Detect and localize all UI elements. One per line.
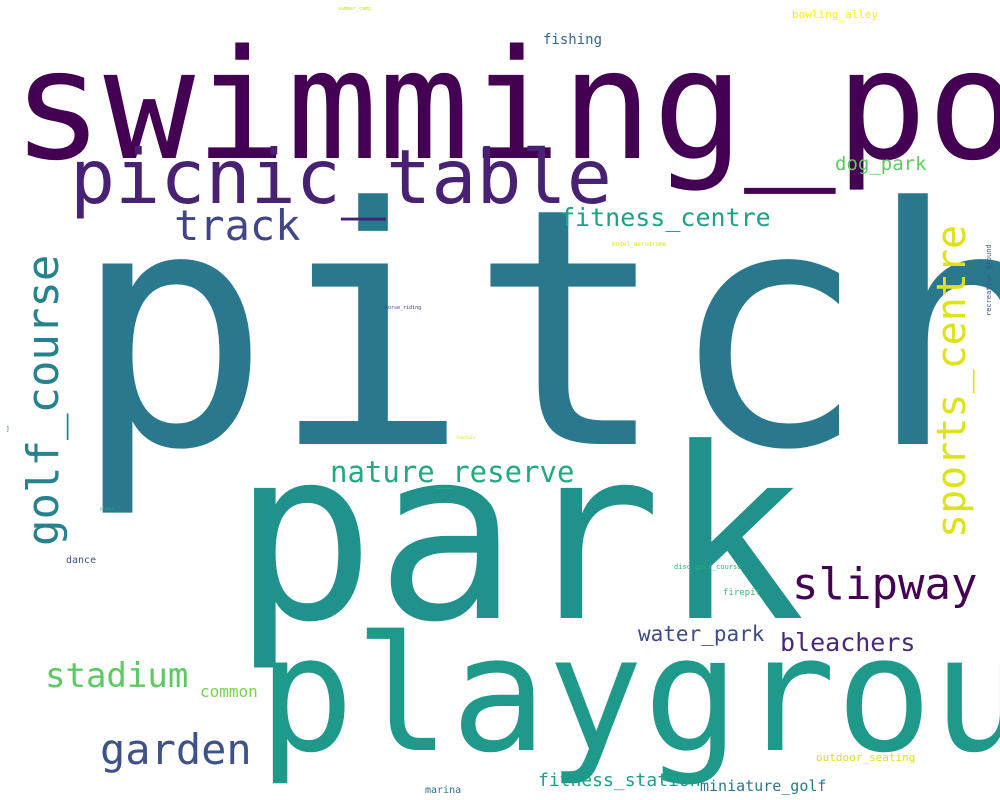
word-park: park [232,398,806,675]
word-disc-golf-course: disc_golf_course [674,563,742,571]
word-water-park: water_park [638,622,765,646]
word-pitch: pitch [72,138,1000,522]
word-playground: playground [258,601,1000,788]
word-garden: garden [100,725,252,774]
word-bracket: ] [6,426,10,433]
word-dog-park: dog_park [835,153,927,175]
word-track: track [174,201,301,250]
word-dance: dance [66,555,97,566]
word-marina: marina [425,785,462,796]
word-common: common [200,682,258,701]
word-picnic-table: picnic_table [70,133,612,221]
word-fountain: fountain [456,435,476,440]
word-fishing: fishing [543,32,603,48]
word-stadium: stadium [45,656,189,696]
word-summer-camp: summer_camp [338,6,372,12]
word-recreation-ground: recreation_ground [985,244,993,316]
word-bowling-alley: bowling_alley [792,8,879,21]
word-bleachers: bleachers [780,628,916,657]
word-miniature-golf: miniature_golf [700,777,827,795]
word-slipway: slipway [792,559,978,610]
word-nature-reserve: nature_reserve [330,455,575,489]
word-picnic: picnic [100,506,115,511]
word-horse-riding: horse_riding [385,305,422,311]
word-sports-centre: sports_centre [929,224,975,538]
word-fitness-centre: fitness_centre [560,203,771,232]
word-fitness-station: fitness_station [538,770,701,791]
word-model-aerodrome: model_aerodrome [612,241,667,248]
word-outdoor-seating: outdoor_seating [816,751,916,764]
word-swimming-pool: swimming_pool [12,17,1000,194]
word-firepit: firepit [723,588,761,598]
word-golf-course: golf_course [18,254,69,546]
